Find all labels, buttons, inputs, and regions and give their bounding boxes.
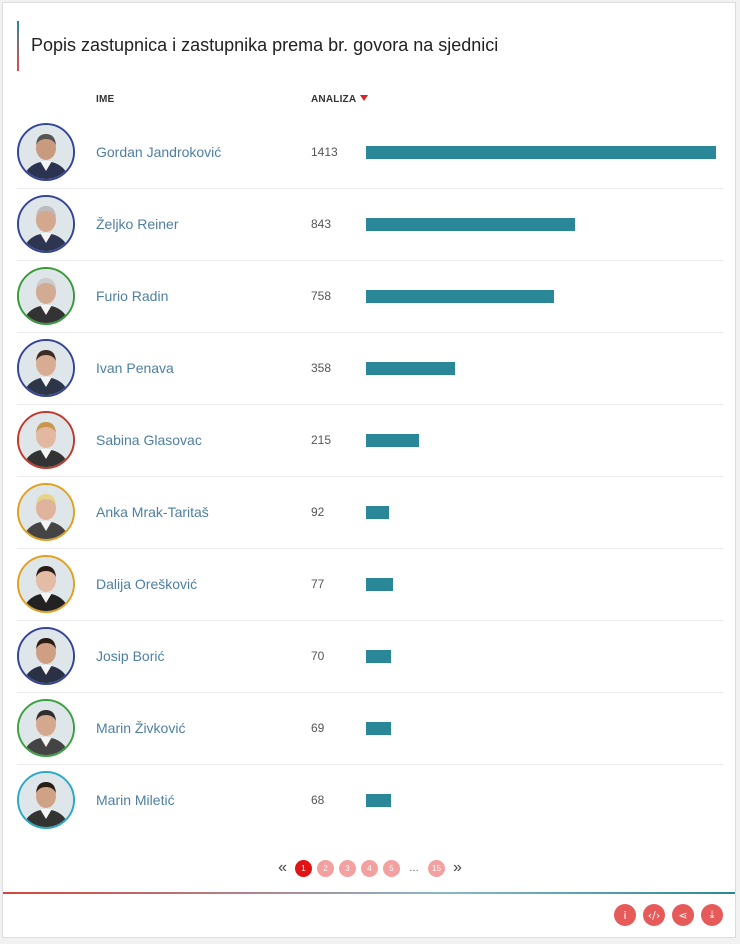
page-button-last[interactable]: 15 xyxy=(428,859,445,877)
avatar[interactable] xyxy=(17,771,75,829)
bar-track xyxy=(366,650,717,663)
embed-code-icon[interactable]: ‹/› xyxy=(643,904,665,926)
speech-count-bar xyxy=(366,362,455,375)
share-icon[interactable]: ⋖ xyxy=(672,904,694,926)
speech-count-bar xyxy=(366,578,393,591)
member-name-link[interactable]: Dalija Orešković xyxy=(96,576,198,592)
avatar[interactable] xyxy=(17,699,75,757)
member-name-link[interactable]: Marin Miletić xyxy=(96,792,175,808)
speech-count: 843 xyxy=(311,217,332,231)
bar-track xyxy=(366,290,717,303)
page-button-5[interactable]: 5 xyxy=(383,859,400,877)
bar-track xyxy=(366,218,717,231)
card-header: Popis zastupnica i zastupnika prema br. … xyxy=(17,21,717,71)
avatar[interactable] xyxy=(17,195,75,253)
table-row: Josip Borić 70 xyxy=(17,621,723,693)
member-name-link[interactable]: Furio Radin xyxy=(96,288,169,304)
table-row: Gordan Jandroković 1413 xyxy=(17,117,723,189)
pagination-ellipsis: … xyxy=(409,862,419,874)
footer-divider xyxy=(3,892,735,894)
page-button-3[interactable]: 3 xyxy=(339,859,356,877)
avatar[interactable] xyxy=(17,483,75,541)
info-icon[interactable]: i xyxy=(614,904,636,926)
bar-track xyxy=(366,146,717,159)
speech-count: 70 xyxy=(311,649,325,663)
table-row: Anka Mrak-Taritaš 92 xyxy=(17,477,723,549)
speaker-list: Gordan Jandroković 1413 Željko Reiner 843 Fu… xyxy=(17,117,723,837)
next-page-button[interactable]: » xyxy=(453,859,462,876)
speech-count-bar xyxy=(366,722,391,735)
bar-track xyxy=(366,506,717,519)
table-row: Marin Miletić 68 xyxy=(17,765,723,837)
column-header-analiza-label: ANALIZA xyxy=(311,94,357,105)
bar-track xyxy=(366,578,717,591)
table-row: Sabina Glasovac 215 xyxy=(17,405,723,477)
speech-count: 69 xyxy=(311,721,325,735)
card-title: Popis zastupnica i zastupnika prema br. … xyxy=(31,35,499,55)
avatar[interactable] xyxy=(17,411,75,469)
table-row: Ivan Penava 358 xyxy=(17,333,723,405)
speech-count: 358 xyxy=(311,361,332,375)
speech-count-bar xyxy=(366,290,554,303)
table-row: Marin Živković 69 xyxy=(17,693,723,765)
member-name-link[interactable]: Anka Mrak-Taritaš xyxy=(96,504,209,520)
bar-track xyxy=(366,722,717,735)
member-name-link[interactable]: Željko Reiner xyxy=(96,216,179,232)
avatar[interactable] xyxy=(17,267,75,325)
speech-count-bar xyxy=(366,434,419,447)
footer-actions: i ‹/› ⋖ ⤓ xyxy=(614,904,723,926)
column-header-analiza[interactable]: ANALIZA xyxy=(311,94,369,105)
column-header-name: IME xyxy=(96,94,115,105)
speech-count: 215 xyxy=(311,433,332,447)
table-row: Dalija Orešković 77 xyxy=(17,549,723,621)
avatar[interactable] xyxy=(17,555,75,613)
member-name-link[interactable]: Josip Borić xyxy=(96,648,165,664)
title-accent-bar xyxy=(17,21,19,71)
avatar[interactable] xyxy=(17,123,75,181)
speech-count-bar xyxy=(366,506,389,519)
member-name-link[interactable]: Marin Živković xyxy=(96,720,186,736)
speech-count: 77 xyxy=(311,577,325,591)
bar-track xyxy=(366,434,717,447)
avatar[interactable] xyxy=(17,627,75,685)
table-row: Željko Reiner 843 xyxy=(17,189,723,261)
speech-count-bar xyxy=(366,794,391,807)
page-button-2[interactable]: 2 xyxy=(317,859,334,877)
speech-count: 758 xyxy=(311,289,332,303)
speech-count: 92 xyxy=(311,505,325,519)
speech-count-bar xyxy=(366,650,391,663)
bar-track xyxy=(366,362,717,375)
prev-page-button[interactable]: « xyxy=(278,859,287,876)
table-row: Furio Radin 758 xyxy=(17,261,723,333)
download-icon[interactable]: ⤓ xyxy=(701,904,723,926)
member-name-link[interactable]: Sabina Glasovac xyxy=(96,432,202,448)
avatar[interactable] xyxy=(17,339,75,397)
page-button-4[interactable]: 4 xyxy=(361,859,378,877)
speech-count-bar xyxy=(366,218,575,231)
member-name-link[interactable]: Gordan Jandroković xyxy=(96,144,222,160)
sort-desc-icon xyxy=(360,95,369,101)
speech-count-bar xyxy=(366,146,716,159)
page-button-1[interactable]: 1 xyxy=(295,859,312,877)
speech-count: 1413 xyxy=(311,145,338,159)
speech-count: 68 xyxy=(311,793,325,807)
member-name-link[interactable]: Ivan Penava xyxy=(96,360,174,376)
bar-track xyxy=(366,794,717,807)
